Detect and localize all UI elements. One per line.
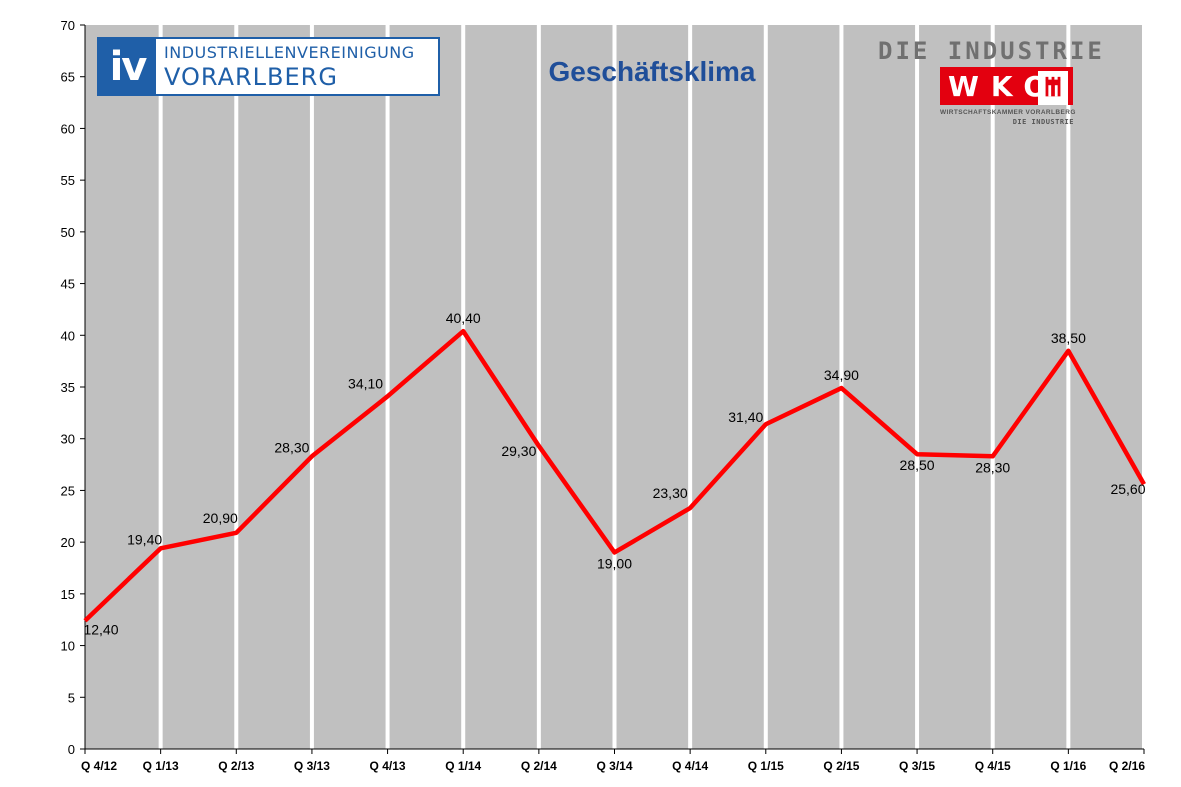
data-label: 34,10 <box>348 375 383 391</box>
y-tick-label: 0 <box>68 742 75 757</box>
x-tick-label: Q 3/14 <box>596 759 632 773</box>
data-label: 34,90 <box>824 367 859 383</box>
x-tick-label: Q 2/13 <box>218 759 254 773</box>
y-tick-label: 10 <box>61 639 75 654</box>
data-label: 19,40 <box>127 531 162 547</box>
x-tick-label: Q 1/14 <box>445 759 481 773</box>
data-label: 12,40 <box>83 622 118 638</box>
wko-logo-letters: WKO <box>948 69 1060 103</box>
x-tick-label: Q 1/13 <box>143 759 179 773</box>
data-label: 23,30 <box>653 485 688 501</box>
y-tick-label: 30 <box>61 432 75 447</box>
vorarlberg-crest-icon <box>1038 71 1068 105</box>
x-tick-label: Q 1/15 <box>748 759 784 773</box>
data-label: 28,30 <box>274 439 309 455</box>
data-label: 28,50 <box>900 457 935 473</box>
y-tick-label: 15 <box>61 587 75 602</box>
iv-logo-mark: iv <box>99 39 156 94</box>
x-tick-label: Q 3/15 <box>899 759 935 773</box>
y-tick-label: 45 <box>61 277 75 292</box>
iv-logo-line1: INDUSTRIELLENVEREINIGUNG <box>164 42 415 62</box>
x-tick-label: Q 1/16 <box>1050 759 1086 773</box>
x-tick-label: Q 4/14 <box>672 759 708 773</box>
x-tick-label: Q 2/15 <box>823 759 859 773</box>
data-label: 31,40 <box>728 409 763 425</box>
x-tick-label: Q 2/16 <box>1109 759 1145 773</box>
data-label: 25,60 <box>1110 481 1145 497</box>
data-label: 29,30 <box>501 443 536 459</box>
x-tick-label: Q 3/13 <box>294 759 330 773</box>
x-tick-label: Q 4/13 <box>370 759 406 773</box>
wko-logo: DIE INDUSTRIE WKO WIRTSCHAFTSKAMMER VORA… <box>870 37 1110 132</box>
y-tick-label: 55 <box>61 173 75 188</box>
iv-vorarlberg-logo: iv INDUSTRIELLENVEREINIGUNG VORARLBERG <box>97 37 440 96</box>
data-labels: 12,40 19,40 20,90 28,30 34,10 40,40 29,30 19,00… <box>83 310 1145 638</box>
y-tick-label: 40 <box>61 328 75 343</box>
data-label: 20,90 <box>203 510 238 526</box>
series-line <box>83 328 1146 623</box>
series-geschaeftsklima <box>83 328 1146 623</box>
y-tick-label: 70 <box>61 18 75 33</box>
x-tick-label: Q 2/14 <box>521 759 557 773</box>
data-label: 19,00 <box>597 555 632 571</box>
y-axis-ticks: 0 5 10 15 20 25 30 35 40 45 50 55 60 65 70 <box>61 18 85 757</box>
y-tick-label: 5 <box>68 690 75 705</box>
x-tick-label: Q 4/12 <box>81 759 117 773</box>
x-axis-ticks: Q 4/12 Q 1/13 Q 2/13 Q 3/13 Q 4/13 Q 1/14 Q 2/… <box>81 749 1145 773</box>
wko-logo-mark: WKO <box>940 67 1073 105</box>
y-tick-label: 60 <box>61 121 75 136</box>
wko-logo-sub2: DIE INDUSTRIE <box>1012 118 1074 126</box>
data-label: 40,40 <box>446 310 481 326</box>
wko-logo-heading: DIE INDUSTRIE <box>878 37 1105 65</box>
y-tick-label: 50 <box>61 225 75 240</box>
y-tick-label: 35 <box>61 380 75 395</box>
data-label: 38,50 <box>1051 330 1086 346</box>
x-tick-label: Q 4/15 <box>975 759 1011 773</box>
iv-logo-line2: VORARLBERG <box>164 62 338 91</box>
wko-logo-sub1: WIRTSCHAFTSKAMMER VORARLBERG <box>940 109 1076 116</box>
y-tick-label: 65 <box>61 70 75 85</box>
data-label: 28,30 <box>975 459 1010 475</box>
y-tick-label: 20 <box>61 535 75 550</box>
y-tick-label: 25 <box>61 483 75 498</box>
chart-title: Geschäftsklima <box>549 56 756 87</box>
